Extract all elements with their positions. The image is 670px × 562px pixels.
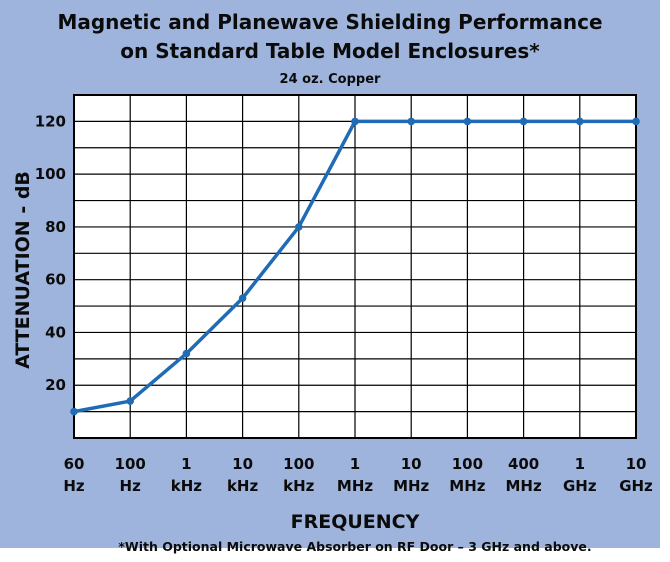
x-tick-unit-label: MHz <box>505 477 541 495</box>
data-point <box>126 397 134 405</box>
data-point <box>519 117 528 126</box>
x-tick-unit-label: GHz <box>619 477 653 495</box>
data-point <box>632 117 640 126</box>
x-tick-label: 100 <box>115 455 146 473</box>
y-tick-label: 60 <box>45 271 66 289</box>
x-tick-label: 10 <box>401 455 422 473</box>
x-tick-unit-label: MHz <box>449 477 485 495</box>
y-tick-label: 80 <box>45 218 66 236</box>
chart-title-line2: on Standard Table Model Enclosures* <box>120 39 540 63</box>
x-tick-unit-label: kHz <box>283 477 315 495</box>
x-tick-unit-label: kHz <box>227 477 259 495</box>
x-tick-unit-label: kHz <box>171 477 203 495</box>
x-axis-label: FREQUENCY <box>290 511 420 533</box>
x-tick-label: 100 <box>452 455 483 473</box>
x-tick-label: 100 <box>283 455 314 473</box>
x-tick-label: 1 <box>181 455 191 473</box>
chart-title: Magnetic and Planewave Shielding Perform… <box>57 10 603 34</box>
data-point <box>182 349 191 358</box>
x-tick-unit-label: Hz <box>120 477 142 495</box>
data-point <box>576 117 584 126</box>
x-tick-unit-label: MHz <box>337 477 373 495</box>
x-tick-label: 60 <box>64 455 85 473</box>
x-tick-unit-label: Hz <box>63 477 85 495</box>
data-point <box>70 407 78 416</box>
x-tick-label: 10 <box>232 455 253 473</box>
x-tick-label: 10 <box>626 455 647 473</box>
y-tick-label: 100 <box>35 165 66 183</box>
x-tick-label: 1 <box>350 455 360 473</box>
data-point <box>463 117 472 126</box>
chart-subtitle: 24 oz. Copper <box>279 72 381 87</box>
y-tick-label: 40 <box>45 323 66 341</box>
data-point <box>295 223 303 231</box>
data-point <box>407 117 416 126</box>
y-tick-label: 120 <box>35 112 66 130</box>
data-point <box>238 294 247 302</box>
x-tick-unit-label: MHz <box>393 477 429 495</box>
x-tick-label: 400 <box>508 455 539 473</box>
y-tick-label: 20 <box>45 376 66 394</box>
footnote: *With Optional Microwave Absorber on RF … <box>118 539 592 554</box>
data-point <box>351 117 359 126</box>
x-tick-label: 1 <box>575 455 585 473</box>
x-tick-unit-label: GHz <box>563 477 597 495</box>
